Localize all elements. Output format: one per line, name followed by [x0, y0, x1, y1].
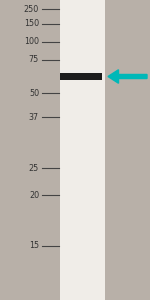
- Text: 20: 20: [29, 190, 39, 200]
- Text: 25: 25: [29, 164, 39, 172]
- Text: 75: 75: [29, 56, 39, 64]
- Text: 150: 150: [24, 20, 39, 28]
- Bar: [60, 73, 102, 80]
- Text: 37: 37: [29, 112, 39, 122]
- Text: 100: 100: [24, 38, 39, 46]
- FancyArrow shape: [108, 70, 147, 83]
- Text: 50: 50: [29, 88, 39, 98]
- Text: 250: 250: [24, 4, 39, 14]
- Bar: [60, 0, 105, 300]
- Text: 15: 15: [29, 242, 39, 250]
